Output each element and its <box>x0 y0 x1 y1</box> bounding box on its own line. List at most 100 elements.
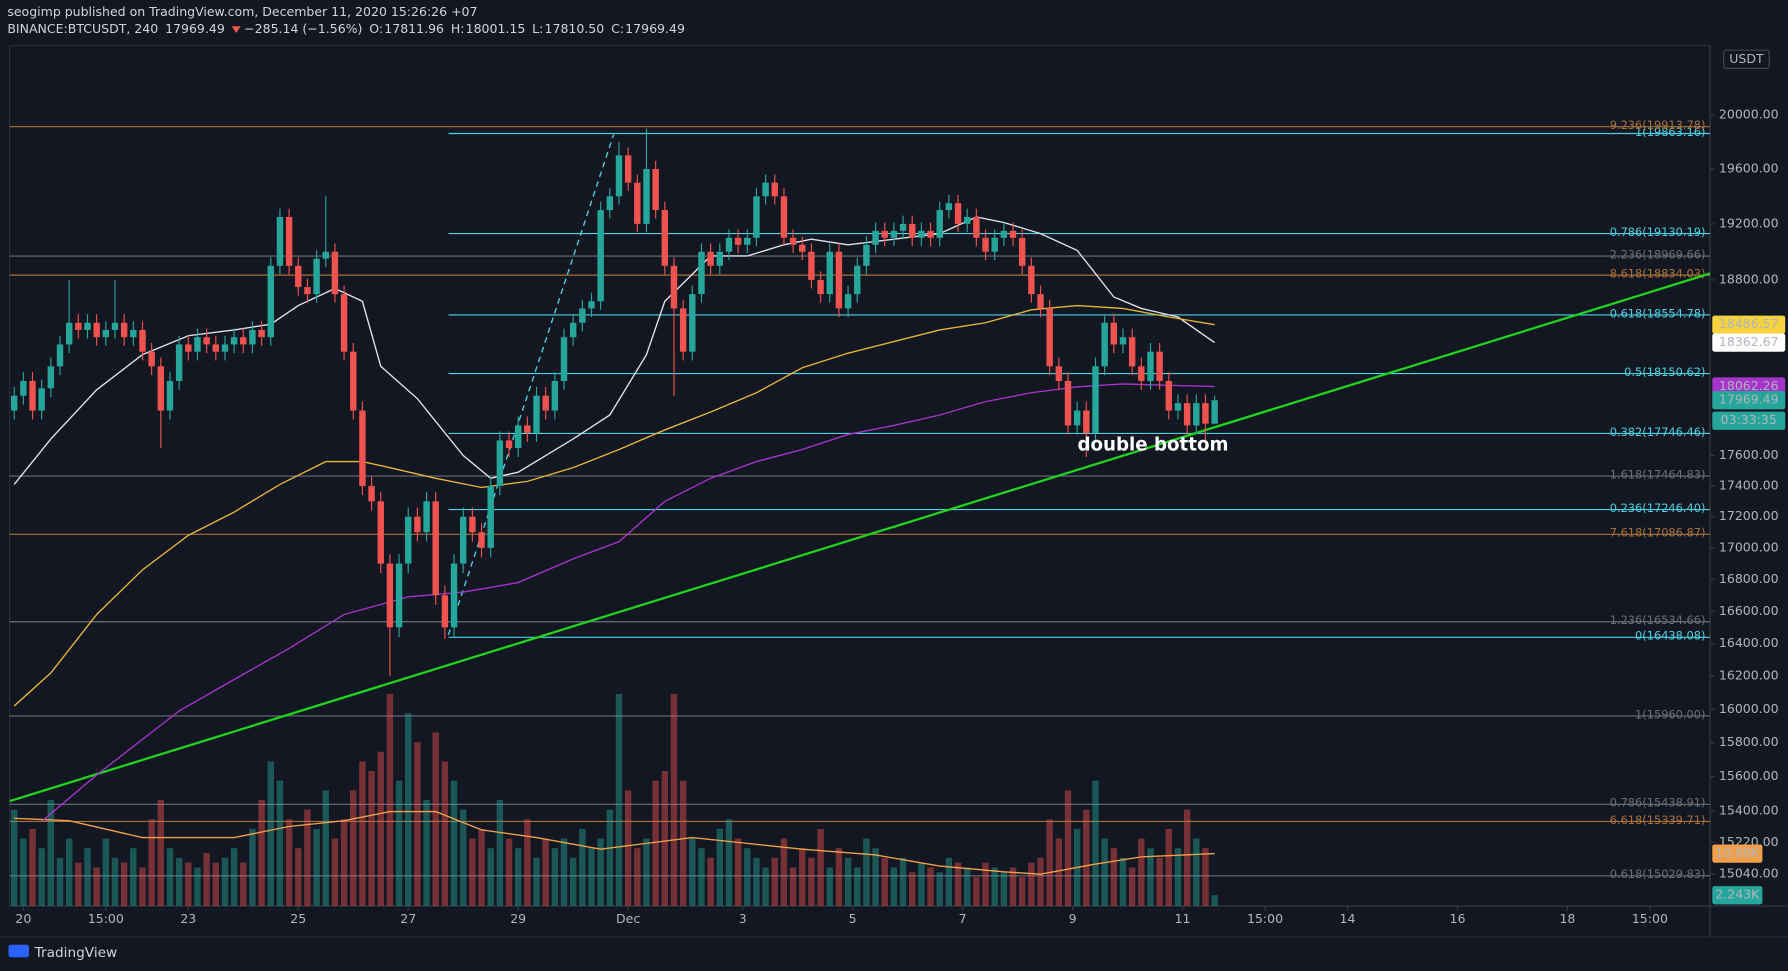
volume-bar <box>661 771 669 907</box>
candle-body <box>780 196 788 238</box>
candle-body <box>10 395 18 411</box>
candle-body <box>707 251 714 266</box>
volume-bar <box>753 857 760 907</box>
volume-bar <box>569 857 577 907</box>
candle-body <box>936 210 943 238</box>
volume-bar <box>551 848 559 907</box>
volume-bar <box>1128 867 1136 907</box>
volume-bar <box>56 857 64 907</box>
volume-bar <box>405 713 412 907</box>
volume-bar <box>20 838 27 907</box>
y-tick-label: 15040.00 <box>1719 865 1779 880</box>
candle-body <box>808 251 815 280</box>
candle-body <box>927 230 934 238</box>
candle-body <box>579 308 586 323</box>
volume-bar <box>368 771 375 907</box>
volume-bar <box>725 819 733 907</box>
x-tick-label: 15:00 <box>88 911 124 926</box>
candle-body <box>1211 400 1218 424</box>
annotation: double bottom <box>1077 435 1228 456</box>
volume-bar <box>826 867 833 907</box>
y-tick-label: 17200.00 <box>1719 508 1779 523</box>
x-tick-label: 27 <box>400 911 416 926</box>
fib-label: 1.236(16534.66) <box>1610 613 1706 627</box>
volume-bar <box>450 780 458 907</box>
x-tick-label: 18 <box>1559 911 1575 926</box>
volume-bar <box>643 838 650 907</box>
candle-body <box>973 216 980 238</box>
volume-bar <box>909 872 916 907</box>
header-value: 17969.49 <box>165 21 225 36</box>
candle-body <box>377 501 384 564</box>
candle-body <box>514 425 522 448</box>
volume-bar <box>560 838 568 907</box>
candle-body <box>194 337 201 352</box>
y-tick-label: 20000.00 <box>1719 107 1779 122</box>
volume-bar <box>954 862 962 907</box>
candle-body <box>450 563 458 628</box>
candle-body <box>221 344 229 352</box>
candle-body <box>460 516 467 564</box>
volume-bar <box>295 848 302 907</box>
candle-body <box>441 595 449 628</box>
candle-body <box>799 244 806 252</box>
volume-bar <box>734 838 742 907</box>
moving-average <box>13 304 1215 707</box>
header-value: −285.14 (−1.56%) <box>244 21 362 36</box>
candle-body <box>1037 294 1044 309</box>
tradingview-logo: TradingView <box>8 945 117 961</box>
volume-bar <box>166 848 174 907</box>
volume-bar <box>212 862 220 907</box>
volume-bar <box>789 867 797 907</box>
candle-body <box>1018 237 1026 266</box>
volume-bar <box>982 862 989 907</box>
volume-bar <box>221 857 229 907</box>
moving-average <box>13 216 1216 485</box>
candle-body <box>166 380 174 411</box>
volume-bar <box>918 862 925 907</box>
candle-body <box>395 563 403 628</box>
down-arrow <box>231 26 241 34</box>
volume-bar <box>881 857 888 907</box>
candle-body <box>1009 230 1017 238</box>
candle-body <box>1193 403 1200 426</box>
candle-body <box>1110 322 1118 345</box>
candle-body <box>725 237 733 252</box>
candle-body <box>175 344 183 381</box>
candle-body <box>267 265 274 338</box>
volume-bar <box>304 809 311 907</box>
candle-body <box>569 322 577 338</box>
x-tick-label: 5 <box>849 911 857 926</box>
x-tick-label: 25 <box>290 911 306 926</box>
x-tick-label: 11 <box>1175 911 1191 926</box>
candle-body <box>1101 322 1108 367</box>
volume-bar <box>1174 848 1182 907</box>
x-tick-label: 15:00 <box>1247 911 1283 926</box>
volume-bar <box>331 838 339 907</box>
volume-bar <box>679 780 687 907</box>
volume-badge <box>1712 844 1763 863</box>
candle-body <box>734 237 742 245</box>
candle-body <box>157 366 165 411</box>
publisher: seogimp published on TradingView.com, De… <box>7 4 477 19</box>
volume-bar <box>249 828 256 907</box>
header-value: 17811.96 <box>384 21 444 36</box>
candle-body <box>1165 380 1173 411</box>
volume-bar <box>130 848 137 907</box>
candle-body <box>624 155 632 183</box>
volume-bar <box>1211 895 1218 907</box>
volume-bar <box>340 819 348 907</box>
volume-bar <box>175 857 183 907</box>
volume-bar <box>240 862 247 907</box>
volume-bar <box>441 761 449 907</box>
volume-bar <box>927 867 934 907</box>
volume-bar <box>487 848 494 907</box>
candle-body <box>991 237 998 252</box>
volume-bar <box>615 693 623 907</box>
volume-bar <box>432 732 439 907</box>
fib-label: 0.236(17246.40) <box>1610 501 1706 515</box>
volume-bar <box>1147 848 1154 907</box>
candle-body <box>65 322 73 345</box>
candle-body <box>322 251 329 259</box>
